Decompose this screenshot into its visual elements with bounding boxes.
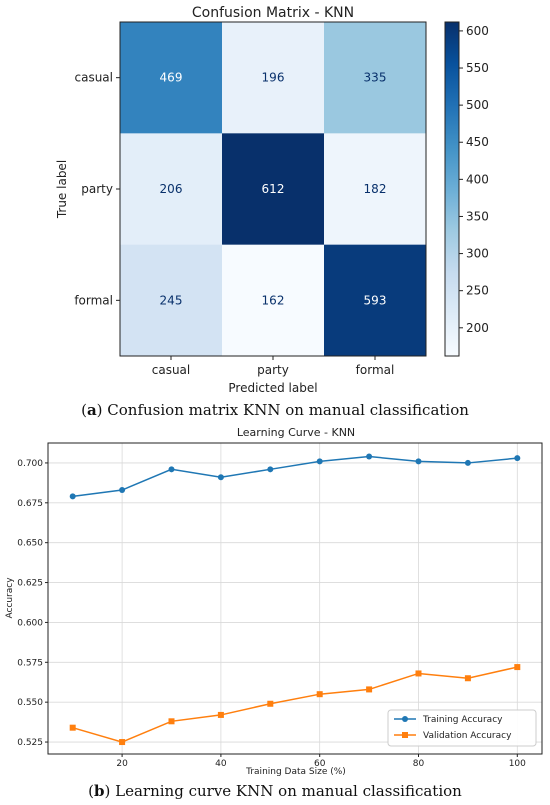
cm-colorbar-tick-label: 300: [466, 247, 489, 261]
lc-legend-label: Validation Accuracy: [423, 731, 512, 741]
cm-cell: [324, 22, 427, 134]
learning-curve-chart: Learning Curve - KNN 20 40 60 80 100 0.5250.…: [5, 426, 543, 800]
cm-x-tick-labels: casual party formal: [152, 356, 395, 377]
cm-title: Confusion Matrix - KNN: [192, 5, 354, 21]
cm-colorbar-tick-label: 400: [466, 172, 489, 186]
cm-colorbar-tick-label: 200: [466, 321, 489, 335]
lc-point: [514, 664, 521, 671]
cm-colorbar-tick-label: 500: [466, 98, 489, 112]
lc-point: [316, 458, 323, 465]
cm-colorbar-tick-label: 350: [466, 209, 489, 223]
cm-cell-value: 196: [262, 71, 285, 85]
cm-cell-value: 162: [262, 293, 285, 307]
cm-colorbar-ticks: 200 250 300 350 400 450 500 550 600: [459, 24, 489, 335]
lc-legend-marker: [402, 716, 408, 722]
caption-b-label: b: [94, 782, 105, 800]
caption-b-text: Learning curve KNN on manual classificat…: [110, 782, 462, 800]
lc-point: [69, 724, 76, 731]
cm-colorbar: [444, 21, 460, 357]
lc-y-axis-label: Accuracy: [5, 577, 15, 619]
lc-point: [119, 487, 126, 494]
lc-legend: Training Accuracy Validation Accuracy: [387, 709, 537, 747]
lc-plot-frame: [47, 442, 543, 755]
lc-legend-label: Training Accuracy: [422, 715, 503, 725]
lc-title: Learning Curve - KNN: [237, 426, 355, 439]
cm-x-axis-label: Predicted label: [228, 381, 317, 395]
cm-cell: [222, 244, 325, 357]
cm-cell-value: 612: [262, 182, 285, 196]
cm-cell: [222, 133, 325, 246]
lc-x-tick-label: 80: [413, 759, 425, 769]
lc-legend-box: [387, 709, 537, 747]
cm-y-tick-label: party: [81, 182, 113, 196]
lc-point: [316, 691, 323, 698]
cm-x-tick-label: party: [257, 363, 289, 377]
lc-series: [69, 453, 521, 746]
lc-y-tick-label: 0.525: [17, 738, 43, 748]
cm-cell-value: 335: [364, 71, 387, 85]
cm-cells: 469 196 335 206 612 182 245 162 593: [120, 22, 427, 357]
cm-y-axis-label: True label: [55, 160, 69, 219]
lc-point: [415, 670, 422, 677]
lc-series-line: [72, 455, 518, 498]
lc-point: [366, 686, 373, 693]
cm-cell: [222, 22, 325, 134]
lc-point: [366, 453, 373, 460]
cm-cell: [120, 22, 223, 134]
cm-cell: [120, 244, 223, 357]
cm-cell: [120, 133, 223, 246]
lc-y-tick-label: 0.550: [17, 698, 43, 708]
lc-y-tick-label: 0.575: [17, 658, 43, 668]
lc-x-tick-label: 20: [116, 759, 128, 769]
lc-point: [415, 458, 422, 465]
lc-y-tick-label: 0.625: [17, 579, 43, 589]
lc-point: [514, 455, 521, 462]
lc-x-axis-label: Training Data Size (%): [245, 767, 346, 777]
cm-cell: [324, 244, 427, 357]
lc-y-tick-label: 0.600: [17, 618, 43, 628]
lc-point: [69, 493, 76, 500]
cm-colorbar-tick-label: 600: [466, 24, 489, 38]
lc-x-tick-label: 60: [314, 759, 326, 769]
cm-y-tick-label: casual: [75, 71, 114, 85]
lc-point: [217, 711, 224, 718]
lc-y-tick-label: 0.700: [17, 459, 43, 469]
lc-legend-marker: [402, 732, 408, 738]
lc-point: [168, 718, 175, 725]
cm-y-tick-labels: casual party formal: [74, 71, 120, 307]
lc-y-tick-label: 0.675: [17, 499, 43, 509]
cm-cell-value: 593: [364, 293, 387, 307]
cm-colorbar-tick-label: 250: [466, 284, 489, 298]
lc-point: [217, 474, 224, 481]
caption-b: (b) Learning curve KNN on manual classif…: [88, 782, 462, 800]
lc-point: [267, 466, 274, 473]
lc-point: [119, 739, 126, 746]
lc-legend-items: Training Accuracy Validation Accuracy: [394, 715, 512, 741]
lc-y-tick-label: 0.650: [17, 539, 43, 549]
cm-colorbar-tick-label: 450: [466, 135, 489, 149]
lc-series-line: [72, 666, 518, 743]
lc-point: [267, 700, 274, 707]
lc-x-tick-labels: 20 40 60 80 100: [116, 754, 526, 769]
lc-x-tick-label: 40: [215, 759, 227, 769]
lc-x-tick-label: 100: [509, 759, 526, 769]
lc-point: [464, 675, 471, 682]
lc-y-tick-labels: 0.525 0.550 0.575 0.600 0.625 0.650 0.675 0.700: [17, 459, 48, 748]
cm-cell-value: 206: [160, 182, 183, 196]
lc-point: [168, 466, 175, 473]
cm-x-tick-label: formal: [356, 363, 395, 377]
cm-cell-value: 182: [364, 182, 387, 196]
caption-a: (a) Confusion matrix KNN on manual class…: [81, 401, 469, 419]
confusion-matrix-chart: Confusion Matrix - KNN 469 196 335 206 612 18…: [55, 5, 489, 419]
cm-cell-value: 245: [160, 293, 183, 307]
lc-point: [464, 459, 471, 466]
cm-y-tick-label: formal: [74, 293, 113, 307]
cm-cell: [324, 133, 427, 246]
caption-a-label: a: [87, 401, 97, 419]
cm-colorbar-tick-label: 550: [466, 61, 489, 75]
cm-x-tick-label: casual: [152, 363, 191, 377]
caption-a-text: Confusion matrix KNN on manual classific…: [103, 401, 470, 419]
cm-cell-value: 469: [160, 71, 183, 85]
